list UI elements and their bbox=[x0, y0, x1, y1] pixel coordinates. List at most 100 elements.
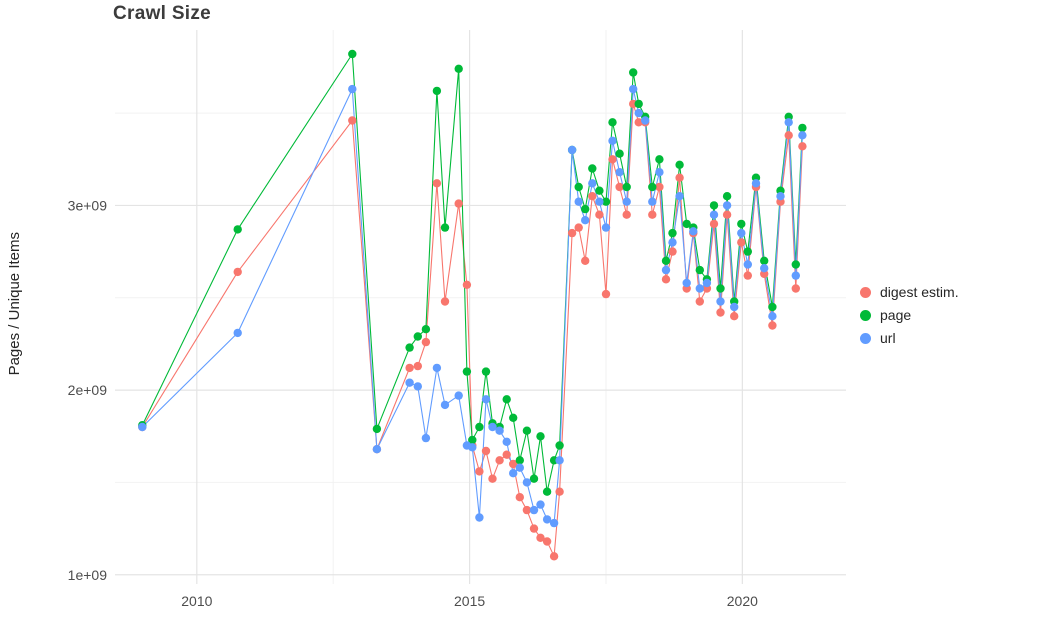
data-point-url bbox=[641, 116, 650, 125]
data-point-url bbox=[555, 456, 564, 465]
data-point-page bbox=[454, 64, 463, 74]
x-tick-label: 2015 bbox=[454, 593, 485, 609]
data-point-page bbox=[432, 86, 442, 96]
data-point-page bbox=[682, 219, 691, 229]
data-point-digestestim bbox=[405, 363, 414, 373]
legend-dot-url-icon bbox=[860, 332, 871, 344]
legend-item-digest: digest estim. bbox=[860, 284, 959, 300]
data-point-page bbox=[608, 118, 617, 127]
data-point-digestestim bbox=[737, 238, 746, 247]
data-point-page bbox=[634, 99, 643, 109]
data-point-page bbox=[413, 332, 422, 341]
data-point-page bbox=[405, 343, 414, 352]
data-point-url bbox=[488, 422, 497, 432]
data-point-digestestim bbox=[730, 312, 739, 321]
data-point-url bbox=[629, 84, 638, 94]
data-point-url bbox=[648, 197, 657, 206]
data-point-digestestim bbox=[515, 493, 524, 502]
data-point-digestestim bbox=[440, 297, 450, 306]
data-point-page bbox=[722, 192, 732, 201]
data-point-page bbox=[668, 228, 677, 238]
data-point-url bbox=[581, 216, 590, 225]
data-point-url bbox=[138, 422, 147, 432]
data-point-url bbox=[542, 515, 552, 524]
data-point-url bbox=[655, 168, 664, 177]
data-point-digestestim bbox=[432, 179, 442, 188]
data-point-digestestim bbox=[722, 210, 732, 219]
data-point-digestestim bbox=[648, 210, 657, 219]
data-point-url bbox=[601, 223, 611, 232]
data-point-page bbox=[595, 186, 604, 195]
data-point-url bbox=[668, 238, 677, 247]
data-point-page bbox=[791, 260, 800, 269]
data-point-digestestim bbox=[462, 280, 472, 289]
data-point-url bbox=[791, 271, 800, 280]
data-point-page bbox=[622, 182, 631, 192]
data-point-page bbox=[468, 435, 477, 445]
data-point-page bbox=[502, 395, 511, 404]
data-point-url bbox=[730, 302, 739, 312]
data-point-digestestim bbox=[481, 446, 491, 456]
data-point-digestestim bbox=[768, 321, 777, 330]
data-point-url bbox=[529, 505, 539, 515]
series-line-url bbox=[141, 88, 803, 524]
legend: digest estim. page url bbox=[860, 284, 959, 346]
data-point-url bbox=[608, 136, 617, 145]
data-point-digestestim bbox=[784, 131, 793, 140]
data-point-url bbox=[522, 478, 532, 487]
data-point-url bbox=[743, 260, 752, 269]
data-point-digestestim bbox=[601, 289, 611, 299]
data-point-digestestim bbox=[608, 155, 617, 164]
data-point-page bbox=[760, 256, 769, 265]
y-tick-label: 1e+09 bbox=[68, 567, 108, 583]
data-point-page bbox=[661, 256, 671, 265]
data-point-url bbox=[689, 227, 698, 236]
data-point-page bbox=[588, 164, 597, 173]
data-point-url bbox=[348, 84, 357, 94]
data-point-page bbox=[743, 247, 752, 256]
legend-label: page bbox=[880, 307, 912, 323]
data-point-url bbox=[615, 168, 624, 177]
data-point-page bbox=[709, 201, 719, 210]
data-point-digestestim bbox=[522, 505, 532, 515]
data-point-url bbox=[595, 197, 604, 206]
data-point-digestestim bbox=[509, 459, 518, 469]
data-point-digestestim bbox=[588, 192, 597, 201]
data-point-url bbox=[737, 228, 746, 238]
data-point-page bbox=[462, 367, 472, 376]
data-point-page bbox=[555, 441, 564, 450]
data-point-digestestim bbox=[421, 337, 431, 347]
data-point-page bbox=[581, 204, 590, 214]
data-point-digestestim bbox=[791, 284, 800, 293]
data-point-digestestim bbox=[655, 182, 664, 192]
data-point-url bbox=[784, 118, 793, 127]
data-point-page bbox=[629, 68, 638, 77]
data-point-url bbox=[567, 145, 577, 155]
data-point-digestestim bbox=[567, 228, 577, 238]
data-point-url bbox=[776, 192, 785, 201]
data-point-page bbox=[348, 49, 357, 59]
data-point-url bbox=[622, 197, 631, 206]
data-point-digestestim bbox=[574, 223, 583, 232]
legend-label: digest estim. bbox=[880, 284, 959, 300]
data-point-url bbox=[475, 513, 484, 522]
legend-dot-digest-icon bbox=[860, 286, 871, 298]
data-point-page bbox=[716, 284, 725, 293]
data-point-url bbox=[515, 463, 524, 472]
data-point-digestestim bbox=[595, 210, 604, 219]
data-point-page bbox=[536, 432, 545, 441]
data-point-digestestim bbox=[475, 467, 484, 476]
data-point-url bbox=[440, 400, 450, 410]
data-point-digestestim bbox=[716, 308, 725, 317]
data-point-digestestim bbox=[536, 533, 545, 542]
data-point-digestestim bbox=[581, 256, 590, 265]
data-point-digestestim bbox=[555, 487, 564, 496]
data-point-digestestim bbox=[348, 116, 357, 125]
data-point-url bbox=[768, 312, 777, 321]
data-point-url bbox=[432, 363, 442, 373]
data-point-url bbox=[481, 395, 491, 404]
data-point-digestestim bbox=[798, 142, 807, 151]
data-point-url bbox=[751, 179, 761, 188]
